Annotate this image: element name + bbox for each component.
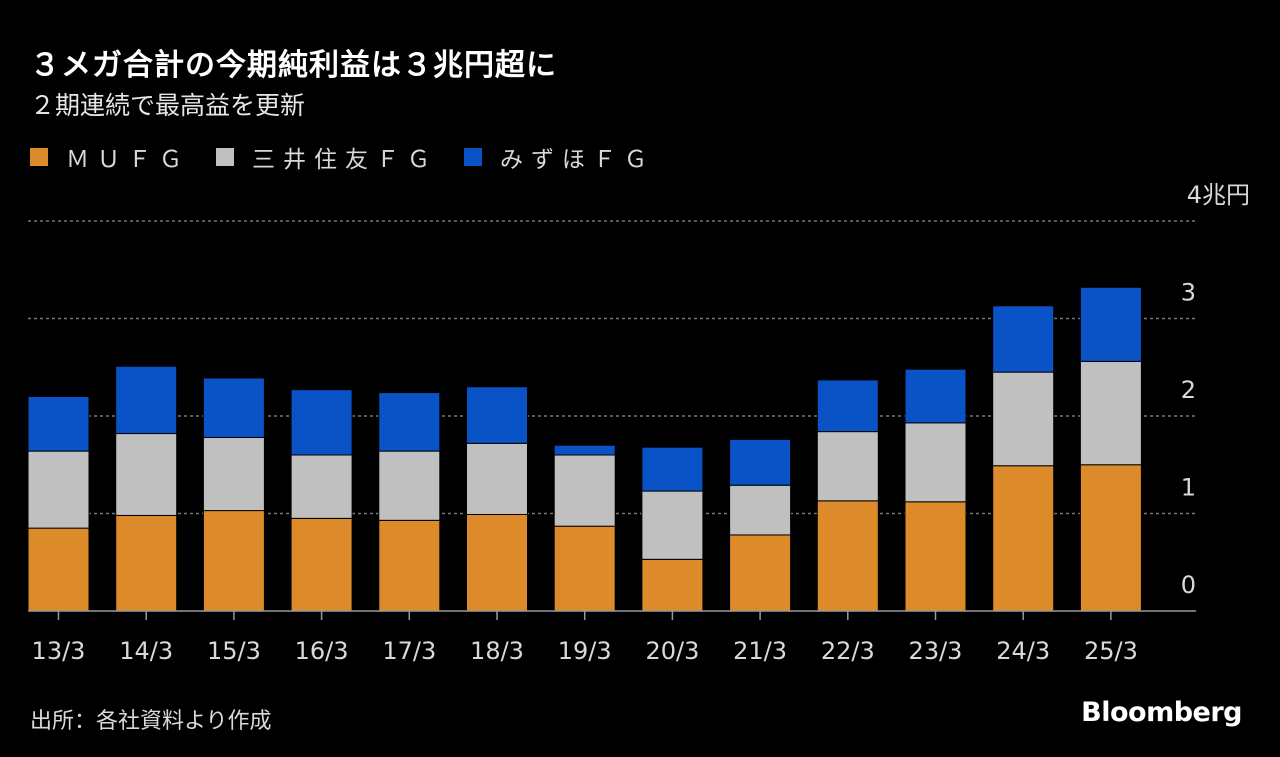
x-tick-label-23-3: 23/3 [909,637,963,665]
bar-17-3-series-0 [378,519,441,612]
bar-18-3-series-0 [466,513,528,612]
bar-15-3-series-2 [202,377,265,438]
bar-14-3-series-2 [115,365,178,435]
y-tick-label-3: 3 [1181,279,1196,307]
bloomberg-logo: Bloomberg [1081,697,1242,728]
x-tick-label-16-3: 16/3 [295,637,349,665]
chart-subtitle: ２期連続で最高益を更新 [30,91,306,120]
bar-17-3-series-2 [378,392,441,452]
bar-21-3-series-2 [729,438,792,486]
bar-23-3-series-1 [904,422,967,503]
bars [27,286,1142,612]
bar-14-3-series-1 [115,433,178,516]
source-note: 出所：各社資料より作成 [30,709,272,734]
x-tick-label-25-3: 25/3 [1084,637,1138,665]
x-tick-label-17-3: 17/3 [382,637,436,665]
bar-23-3-series-2 [904,368,967,424]
bar-13-3-series-2 [27,396,90,452]
bar-24-3-series-1 [992,371,1055,467]
bar-13-3-series-0 [27,527,90,612]
bar-25-3-series-1 [1079,360,1142,466]
x-tick-label-24-3: 24/3 [996,637,1050,665]
x-tick-label-19-3: 19/3 [558,637,612,665]
x-tick-label-18-3: 18/3 [470,637,524,665]
legend-item-smfg: 三井住友ＦＧ [216,140,438,174]
legend-swatch-smfg [216,148,234,166]
legend-swatch-mizuho [464,148,482,166]
bar-17-3-series-1 [378,450,441,521]
x-tick-label-13-3: 13/3 [32,637,86,665]
bar-20-3-series-0 [641,558,704,612]
bar-16-3-series-2 [290,389,353,456]
bar-18-3-series-2 [466,386,528,444]
bar-13-3-series-1 [27,450,90,529]
chart-title: ３メガ合計の今期純利益は３兆円超に [30,48,557,83]
bar-20-3-series-1 [641,490,704,560]
bar-22-3-series-0 [816,500,879,612]
bar-19-3-series-1 [553,454,616,527]
legend-item-mufg: ＭＵＦＧ [30,140,190,174]
bar-23-3-series-0 [904,501,967,612]
bar-14-3-series-0 [115,514,178,612]
bar-24-3-series-2 [992,305,1055,373]
bar-18-3-series-1 [466,442,528,515]
bar-20-3-series-2 [641,446,704,492]
bar-19-3-series-2 [553,444,616,456]
legend-swatch-mufg [30,148,48,166]
bar-21-3-series-1 [729,484,792,536]
bar-25-3-series-2 [1079,286,1142,362]
legend-label-mizuho: みずほＦＧ [500,147,655,173]
bar-22-3-series-2 [816,379,879,433]
axes [28,610,1196,620]
x-tick-label-20-3: 20/3 [645,637,699,665]
legend-label-mufg: ＭＵＦＧ [66,147,190,173]
x-tick-label-22-3: 22/3 [821,637,875,665]
y-tick-label-4: 4兆円 [1187,181,1250,209]
x-tick-label-14-3: 14/3 [119,637,173,665]
bar-16-3-series-1 [290,454,353,519]
bar-15-3-series-0 [202,510,265,612]
tick-labels: 0 1 2 3 4兆円 13/3 14/3 15/3 16/3 17/3 18/3 19/3 20/3 2… [32,181,1250,665]
legend-label-smfg: 三井住友ＦＧ [252,147,438,173]
bar-25-3-series-0 [1079,464,1142,612]
x-tick-label-15-3: 15/3 [207,637,261,665]
bar-22-3-series-1 [816,431,879,502]
bar-15-3-series-1 [202,436,265,512]
y-tick-label-1: 1 [1181,474,1196,502]
x-tick-label-21-3: 21/3 [733,637,787,665]
legend-item-mizuho: みずほＦＧ [464,140,655,174]
bar-21-3-series-0 [729,534,792,612]
bar-16-3-series-0 [290,517,353,612]
bar-24-3-series-0 [992,465,1055,612]
legend: ＭＵＦＧ 三井住友ＦＧ みずほＦＧ [30,141,681,173]
bar-19-3-series-0 [553,525,616,612]
y-tick-label-0: 0 [1181,571,1196,599]
y-tick-label-2: 2 [1181,376,1196,404]
